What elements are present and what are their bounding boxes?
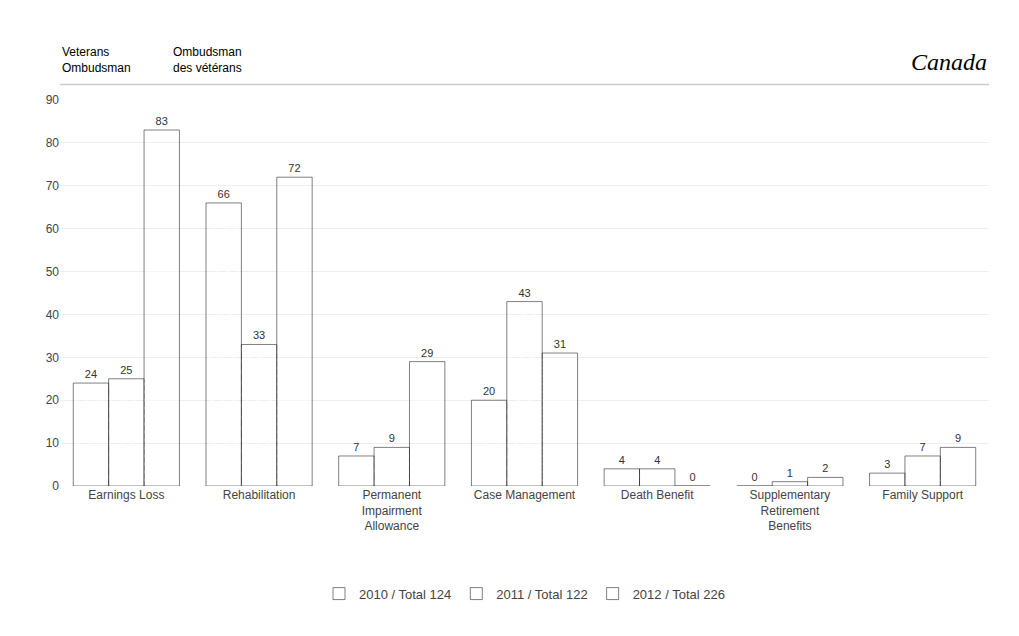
svg-text:Canada: Canada (911, 49, 987, 75)
svg-text:2011 / Total 122: 2011 / Total 122 (496, 587, 587, 602)
svg-text:4: 4 (654, 454, 660, 466)
svg-text:9: 9 (389, 432, 395, 444)
svg-text:4: 4 (619, 454, 625, 466)
svg-text:7: 7 (353, 441, 359, 453)
svg-text:20: 20 (483, 385, 495, 397)
svg-text:VeteransOmbudsman: VeteransOmbudsman (62, 45, 131, 75)
svg-text:24: 24 (85, 368, 97, 380)
svg-text:43: 43 (518, 287, 530, 299)
svg-text:10: 10 (46, 436, 60, 450)
svg-text:20: 20 (46, 393, 60, 407)
svg-text:2010 / Total 124: 2010 / Total 124 (359, 587, 451, 602)
svg-text:30: 30 (46, 351, 60, 365)
svg-text:Case Management: Case Management (474, 488, 576, 502)
svg-text:SupplementaryRetirementBenefit: SupplementaryRetirementBenefits (750, 488, 831, 533)
svg-text:Ombudsmandes vétérans: Ombudsmandes vétérans (173, 45, 242, 75)
svg-text:70: 70 (46, 179, 60, 193)
svg-text:31: 31 (554, 338, 566, 350)
svg-text:7: 7 (920, 441, 926, 453)
svg-text:0: 0 (751, 471, 757, 483)
svg-text:33: 33 (253, 329, 265, 341)
svg-text:Family Support: Family Support (882, 488, 963, 502)
svg-text:Death Benefit: Death Benefit (621, 488, 694, 502)
svg-text:60: 60 (46, 222, 60, 236)
svg-text:9: 9 (955, 432, 961, 444)
svg-text:2012 / Total 226: 2012 / Total 226 (633, 587, 725, 602)
svg-text:0: 0 (52, 479, 59, 493)
svg-text:83: 83 (156, 115, 168, 127)
svg-text:50: 50 (46, 265, 60, 279)
svg-text:PermanentImpairmentAllowance: PermanentImpairmentAllowance (362, 488, 423, 533)
svg-text:80: 80 (46, 136, 60, 150)
svg-text:40: 40 (46, 308, 60, 322)
svg-text:Earnings Loss: Earnings Loss (88, 488, 164, 502)
svg-text:90: 90 (46, 93, 60, 107)
svg-text:2: 2 (822, 462, 828, 474)
svg-text:25: 25 (120, 364, 132, 376)
svg-text:29: 29 (421, 347, 433, 359)
svg-text:0: 0 (690, 471, 696, 483)
svg-text:3: 3 (884, 458, 890, 470)
svg-text:66: 66 (218, 188, 230, 200)
svg-text:1: 1 (787, 467, 793, 479)
svg-text:Rehabilitation: Rehabilitation (223, 488, 296, 502)
svg-text:72: 72 (288, 162, 300, 174)
